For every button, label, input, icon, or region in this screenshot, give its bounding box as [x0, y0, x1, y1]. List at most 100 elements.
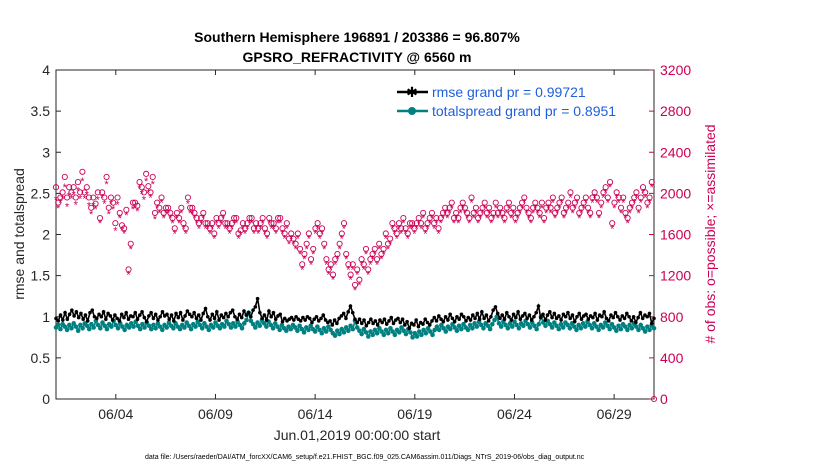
- possible-point: [521, 194, 528, 201]
- totalspread-point: [186, 323, 192, 329]
- rmse-point: [380, 320, 384, 325]
- possible-point: [180, 220, 187, 227]
- totalspread-point: [390, 329, 395, 334]
- possible-point: [239, 220, 246, 227]
- totalspread-point: [91, 325, 96, 330]
- possible-point: [483, 209, 490, 216]
- totalspread-point: [370, 332, 376, 338]
- possible-point: [246, 214, 253, 222]
- rmse-point: [335, 321, 339, 326]
- rmse-point: [330, 323, 335, 327]
- assimilated-point: *: [78, 194, 83, 206]
- possible-point: [266, 214, 273, 222]
- possible-point: [378, 250, 385, 258]
- assimilated-point: *: [208, 228, 213, 240]
- assimilated-point: *: [639, 198, 644, 210]
- rmse-point: [81, 317, 85, 322]
- totalspread-point: [388, 325, 393, 331]
- possible-point: [224, 220, 231, 227]
- totalspread-point: [160, 327, 165, 333]
- rmse-point: [201, 311, 206, 316]
- possible-point: [303, 240, 310, 247]
- possible-point: [198, 214, 205, 222]
- possible-point: [81, 189, 88, 196]
- possible-point: [457, 204, 464, 211]
- possible-point: [580, 199, 587, 206]
- possible-point: [160, 209, 167, 216]
- totalspread-point: [109, 324, 114, 329]
- assimilated-point: *: [210, 223, 215, 235]
- possible-point: [358, 256, 365, 263]
- totalspread-point: [377, 325, 382, 331]
- assimilated-point: *: [441, 213, 446, 225]
- rmse-point: [491, 308, 495, 312]
- possible-point: [398, 225, 405, 232]
- rmse-point: [323, 318, 328, 322]
- rmse-point: [405, 319, 409, 324]
- assimilated-point: *: [551, 198, 556, 210]
- assimilated-point: *: [148, 192, 153, 204]
- rmse-point: [432, 315, 437, 320]
- assimilated-point: *: [265, 234, 270, 246]
- assimilated-point: *: [469, 198, 474, 210]
- rmse-point: [421, 322, 425, 326]
- assimilated-point: *: [507, 203, 512, 215]
- totalspread-point: [481, 325, 486, 331]
- y-axis-label-left: rmse and totalspread: [11, 168, 27, 300]
- rmse-point: [634, 320, 638, 325]
- assimilated-point: *: [522, 198, 527, 210]
- rmse-point: [602, 310, 606, 314]
- totalspread-point: [301, 330, 307, 335]
- assimilated-point: *: [494, 203, 499, 215]
- rmse-point: [115, 316, 119, 321]
- possible-point: [290, 235, 297, 242]
- assimilated-point: *: [560, 198, 565, 210]
- rmse-point: [303, 318, 307, 322]
- assimilated-point: *: [641, 187, 646, 199]
- possible-point: [92, 200, 99, 207]
- rmse-point: [144, 319, 149, 324]
- possible-point: [158, 194, 165, 201]
- assimilated-point: *: [590, 198, 595, 210]
- possible-point: [351, 281, 359, 288]
- assimilated-point: *: [269, 223, 274, 235]
- possible-point: [63, 194, 71, 201]
- totalspread-point: [602, 320, 608, 325]
- possible-point: [400, 214, 407, 222]
- assimilated-point: *: [261, 218, 266, 230]
- rmse-point: [375, 323, 380, 327]
- totalspread-point: [182, 325, 187, 330]
- possible-point: [145, 183, 152, 190]
- possible-point: [202, 220, 209, 227]
- possible-point: [543, 204, 550, 211]
- rmse-point: [273, 317, 278, 322]
- totalspread-point: [560, 325, 566, 330]
- assimilated-point: *: [531, 208, 536, 220]
- y-right-tick-label: 1200: [660, 268, 691, 284]
- rmse-point: [310, 320, 314, 325]
- totalspread-point: [308, 323, 314, 329]
- assimilated-point: *: [478, 213, 483, 225]
- assimilated-point: *: [239, 230, 244, 242]
- y-tick-label: 3: [42, 144, 50, 160]
- assimilated-point: *: [443, 208, 448, 220]
- possible-point: [134, 202, 141, 209]
- totalspread-point: [343, 325, 349, 330]
- totalspread-point: [284, 328, 289, 334]
- totalspread-point: [361, 326, 367, 332]
- totalspread-point: [113, 322, 119, 328]
- rmse-point: [58, 313, 63, 317]
- series-possible: [52, 168, 658, 403]
- rmse-point: [595, 318, 600, 322]
- rmse-point: [337, 316, 341, 321]
- assimilated-point: *: [617, 198, 622, 210]
- totalspread-point: [239, 325, 245, 331]
- totalspread-point: [332, 333, 338, 338]
- possible-point: [279, 225, 286, 232]
- assimilated-point: *: [313, 228, 318, 240]
- rmse-point: [72, 314, 76, 318]
- possible-point: [426, 214, 433, 222]
- possible-point: [554, 204, 561, 211]
- assimilated-point: *: [529, 218, 534, 230]
- assimilated-point: *: [379, 254, 384, 266]
